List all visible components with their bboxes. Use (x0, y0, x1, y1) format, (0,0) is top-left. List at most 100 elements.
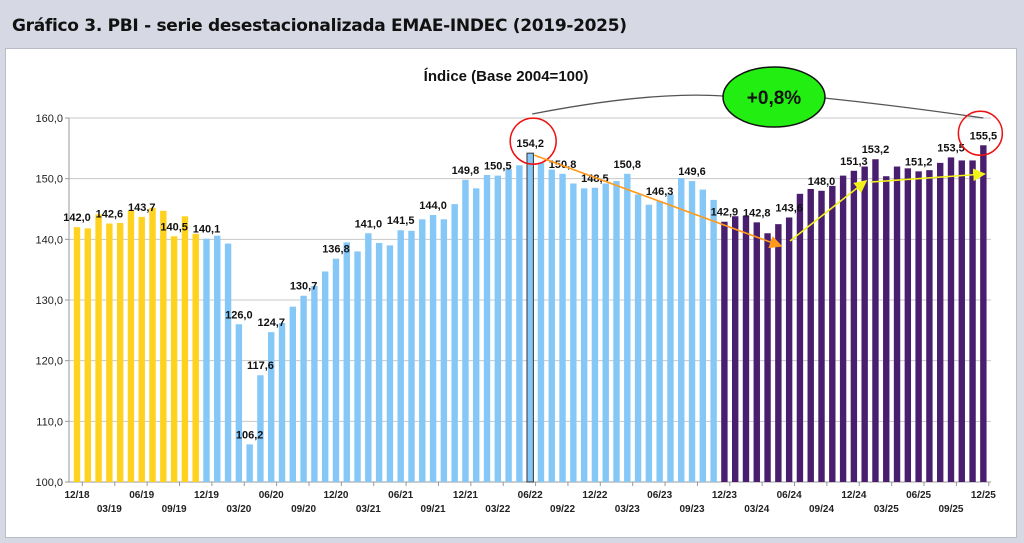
bar-03-23 (624, 173, 631, 483)
bar-12-20 (332, 258, 340, 482)
bar-07-22 (537, 162, 545, 482)
x-tick-label: 06/25 (906, 490, 931, 501)
y-tick-label: 140,0 (35, 234, 63, 246)
bar-06-23 (656, 201, 663, 482)
bar-12-18 (73, 227, 81, 482)
bar-11-25 (969, 160, 976, 482)
bar-08-22 (548, 169, 555, 482)
data-label: 142,8 (743, 207, 771, 219)
bar-05-19 (127, 210, 135, 482)
bar-03-20 (235, 324, 243, 482)
x-tick-label: 12/23 (712, 490, 737, 501)
bar-12-25 (980, 145, 987, 482)
bar-04-23 (634, 194, 642, 482)
bar-07-20 (278, 323, 286, 482)
data-label: 150,5 (484, 161, 512, 173)
bar-05-20 (257, 375, 264, 482)
x-tick-label: 09/23 (680, 504, 705, 515)
x-tick-label: 12/19 (194, 490, 219, 501)
bar-05-21 (386, 245, 394, 482)
bar-chart: Índice (Base 2004=100) 100,0 110,0 120,0 130… (35, 66, 1004, 515)
bar-03-19 (106, 223, 113, 482)
bar-09-25 (947, 157, 955, 482)
bar-07-24 (796, 193, 804, 482)
x-tick-label: 06/24 (777, 490, 802, 501)
bar-01-25 (861, 166, 868, 483)
bar-07-19 (149, 207, 156, 482)
bar-04-21 (375, 242, 383, 482)
trend-flat-arrow (870, 168, 986, 183)
data-label: 143,6 (775, 202, 803, 214)
bar-10-25 (958, 160, 965, 482)
data-label: 143,7 (128, 202, 156, 214)
bar-08-19 (160, 210, 167, 482)
highlight-circle (957, 110, 1004, 157)
bar-09-23 (688, 181, 696, 483)
bar-06-19 (138, 216, 145, 482)
data-label: 142,6 (96, 209, 124, 221)
bar-03-25 (883, 176, 890, 482)
highlight-circle (509, 117, 557, 165)
bar-08-24 (807, 188, 814, 482)
bar-02-23 (613, 181, 620, 483)
bar-01-22 (473, 188, 480, 483)
data-label: 150,8 (614, 159, 642, 171)
bar-10-20 (311, 286, 318, 482)
data-label: 106,2 (236, 429, 264, 441)
bar-06-22 (526, 152, 534, 483)
data-label: 141,5 (387, 215, 415, 227)
bar-01-23 (602, 183, 609, 482)
bar-07-21 (408, 230, 415, 482)
x-tick-label: 06/23 (647, 490, 672, 501)
connector-line (823, 97, 984, 119)
bar-07-23 (667, 194, 674, 482)
data-label: 144,0 (419, 200, 447, 212)
data-label: 148,0 (808, 176, 836, 188)
data-label: 142,0 (63, 212, 91, 224)
x-tick-label: 12/20 (323, 490, 348, 501)
x-tick-label: 03/19 (97, 504, 122, 515)
bar-12-21 (462, 179, 469, 482)
bar-03-22 (494, 175, 502, 482)
y-tick-label: 100,0 (35, 477, 63, 489)
bar-10-19 (181, 216, 189, 483)
bar-08-21 (419, 219, 426, 483)
x-tick-label: 03/24 (744, 504, 769, 515)
y-tick-label: 150,0 (35, 174, 63, 186)
x-tick-label: 09/22 (550, 504, 575, 515)
chart-panel: Índice (Base 2004=100) 100,0 110,0 120,0 130… (5, 48, 1017, 538)
x-tick-label: 12/18 (64, 490, 89, 501)
x-tick-label: 06/21 (388, 490, 413, 501)
change-badge (722, 66, 826, 128)
x-tick-label: 09/25 (938, 504, 963, 515)
bar-04-20 (246, 444, 253, 482)
x-tick-label: 12/25 (971, 490, 996, 501)
x-tick-label: 03/21 (356, 504, 381, 515)
bar-09-20 (300, 295, 307, 482)
bar-11-20 (321, 271, 329, 482)
data-label: 154,2 (516, 138, 544, 150)
data-label: 140,5 (160, 221, 188, 233)
data-label: 149,8 (452, 165, 480, 177)
connector-line (532, 94, 724, 115)
x-tick-label: 06/19 (129, 490, 154, 501)
bar-08-25 (937, 162, 944, 482)
x-tick-label: 06/22 (518, 490, 543, 501)
bar-09-21 (429, 215, 437, 482)
data-label: 140,1 (193, 224, 221, 236)
x-tick-label: 03/25 (874, 504, 899, 515)
data-label: 151,3 (840, 156, 868, 168)
bar-12-19 (203, 238, 210, 482)
data-label: 155,5 (970, 130, 998, 142)
data-label: 149,6 (678, 166, 706, 178)
x-tick-label: 12/24 (841, 490, 866, 501)
chart-title-header: Gráfico 3. PBI - serie desestacionalizad… (12, 16, 627, 36)
bar-11-21 (451, 204, 458, 482)
trend-down-arrow (533, 154, 783, 249)
bar-10-21 (440, 219, 448, 483)
x-tick-label: 09/24 (809, 504, 834, 515)
x-tick-label: 09/19 (162, 504, 187, 515)
y-tick-label: 110,0 (36, 416, 63, 428)
x-tick-label: 06/20 (259, 490, 284, 501)
bar-04-24 (764, 233, 771, 482)
